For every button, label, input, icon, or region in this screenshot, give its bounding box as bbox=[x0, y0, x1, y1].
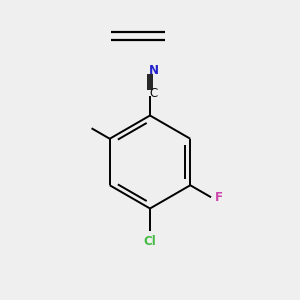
Text: F: F bbox=[215, 191, 223, 204]
Text: C: C bbox=[149, 86, 158, 100]
Text: Cl: Cl bbox=[144, 235, 156, 248]
Text: N: N bbox=[148, 64, 159, 77]
